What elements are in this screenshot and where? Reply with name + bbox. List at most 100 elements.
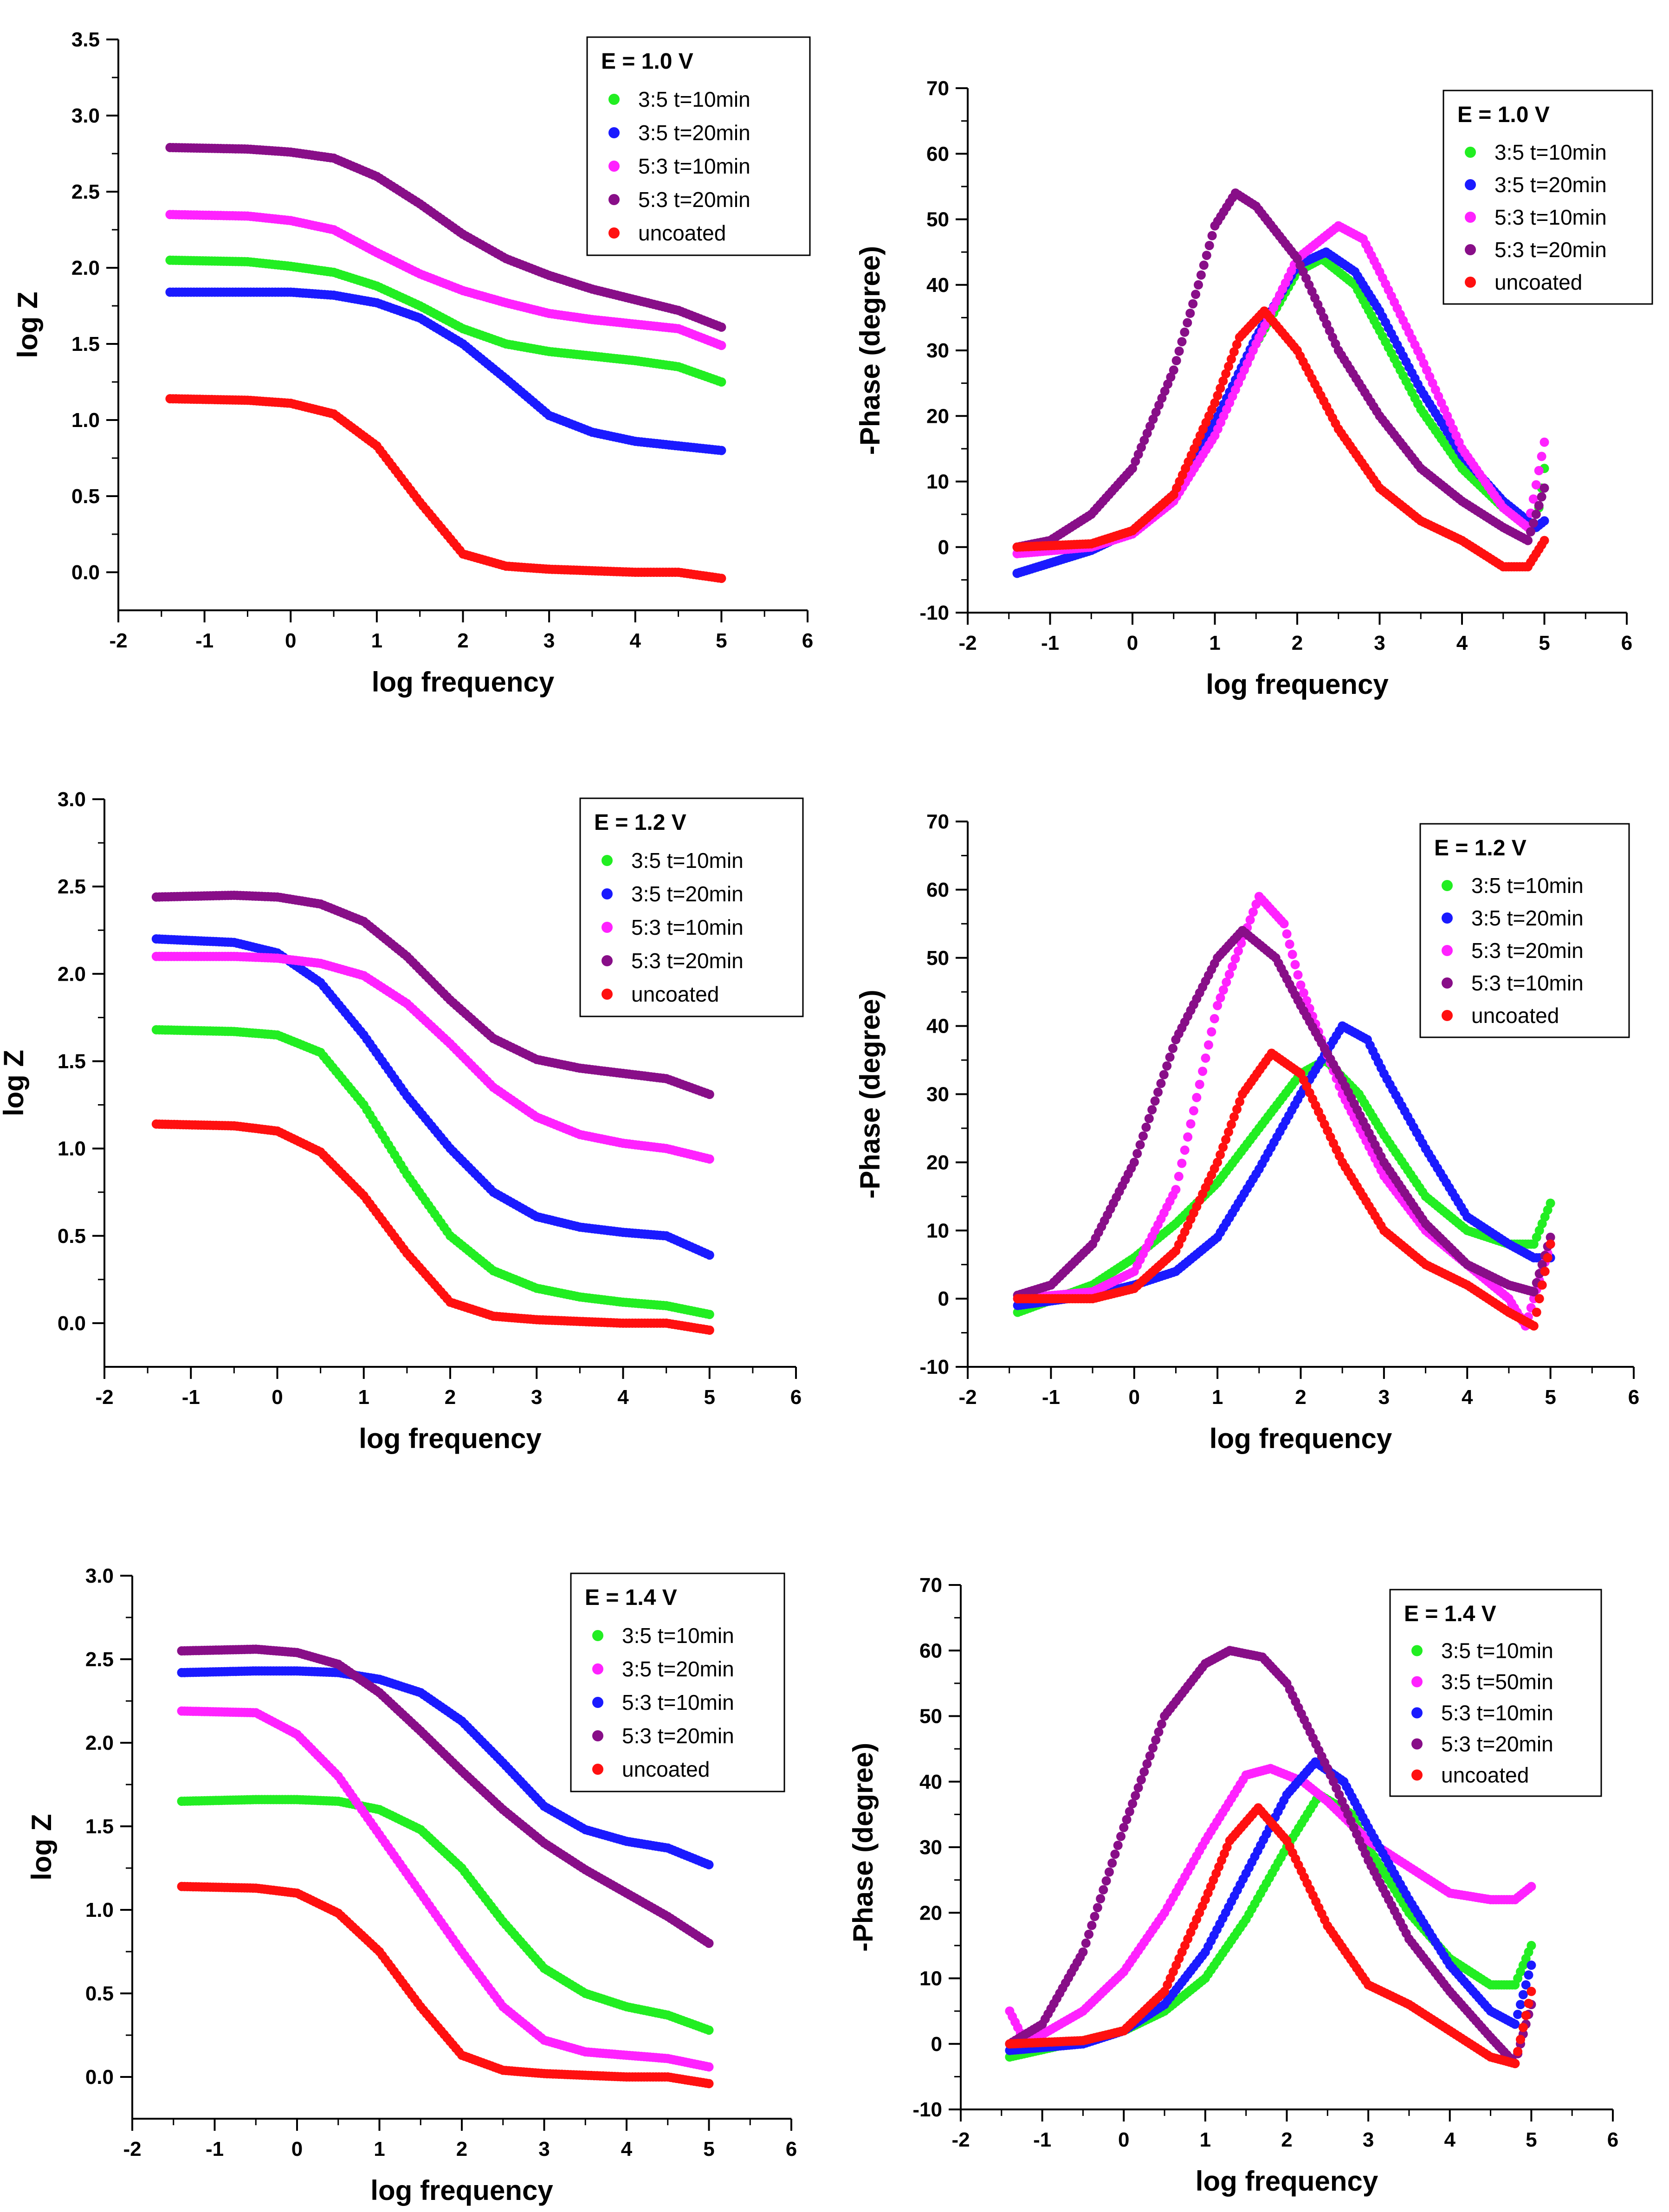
series-3-5-t-10min (165, 255, 726, 387)
data-point (1287, 950, 1297, 959)
legend-title: E = 1.2 V (594, 810, 686, 835)
data-point (1199, 260, 1209, 270)
legend-label: uncoated (638, 221, 726, 245)
data-point (1196, 270, 1206, 280)
data-point (1216, 383, 1225, 393)
data-point (1198, 1067, 1208, 1076)
legend-label: 3:5 t=10min (631, 848, 744, 873)
data-point (1171, 356, 1181, 365)
data-point (1224, 970, 1234, 979)
data-point (1216, 1150, 1225, 1160)
legend-marker (1465, 244, 1476, 255)
data-point (1540, 483, 1549, 493)
y-tick-label: 0.0 (85, 2066, 114, 2089)
legend-label: 5:3 t=10min (1471, 971, 1584, 995)
y-tick-label: -10 (912, 2098, 942, 2121)
data-point (1201, 1053, 1210, 1063)
data-point (705, 1326, 714, 1335)
y-tick-label: 0.0 (71, 561, 100, 584)
data-point (717, 574, 726, 583)
legend-label: 5:3 t=10min (638, 154, 750, 178)
data-point (1213, 1158, 1223, 1167)
legend-box (1443, 90, 1653, 305)
data-point (1224, 1127, 1233, 1137)
y-tick-label: 0 (938, 536, 949, 559)
data-point (1523, 536, 1533, 545)
data-point (704, 2025, 714, 2035)
legend-label: 3:5 t=20min (631, 882, 744, 906)
y-tick-label: -10 (919, 602, 949, 624)
y-tick-label: 70 (926, 810, 949, 833)
data-point (1157, 393, 1167, 403)
legend-label: uncoated (1494, 270, 1582, 294)
x-tick-label: -1 (182, 1386, 200, 1409)
data-point (1207, 1027, 1216, 1037)
y-tick-label: 3.0 (85, 1565, 114, 1587)
y-tick-label: 50 (919, 1705, 942, 1728)
data-point (705, 1310, 714, 1319)
x-tick-label: 2 (1292, 632, 1303, 654)
legend-marker (592, 1630, 603, 1641)
data-point (1183, 1132, 1193, 1142)
x-tick-label: 2 (457, 629, 468, 652)
legend-title: E = 1.0 V (1457, 103, 1550, 127)
y-tick-label: -10 (919, 1356, 949, 1378)
data-point (1144, 1114, 1154, 1123)
y-tick-label: 30 (919, 1836, 942, 1859)
y-axis-title: log Z (12, 291, 43, 358)
data-point (1282, 929, 1292, 939)
x-tick-label: 2 (456, 2138, 467, 2160)
data-point (1218, 376, 1228, 386)
data-point (1529, 1321, 1539, 1331)
y-tick-label: 0 (931, 2033, 942, 2056)
legend-marker (608, 94, 620, 105)
series-uncoated (1013, 1048, 1555, 1331)
y-tick-label: 60 (919, 1639, 942, 1662)
x-tick-label: 2 (1295, 1386, 1306, 1409)
data-point (1546, 1239, 1555, 1249)
data-point (1154, 401, 1164, 410)
legend-label: 5:3 t=10min (1494, 205, 1607, 229)
legend-marker (592, 1697, 603, 1708)
y-tick-label: 60 (926, 879, 949, 901)
data-point (1153, 1087, 1163, 1097)
x-tick-label: 4 (1456, 632, 1468, 654)
y-tick-label: 1.5 (58, 1050, 86, 1073)
x-tick-label: 6 (786, 2138, 797, 2160)
data-point (1188, 299, 1198, 309)
x-tick-label: 1 (358, 1386, 369, 1409)
legend-marker (602, 922, 613, 933)
legend-box (586, 36, 811, 256)
data-point (1159, 1070, 1169, 1080)
y-tick-label: 1.0 (85, 1899, 114, 1921)
data-point (705, 1090, 714, 1099)
data-point (1531, 480, 1541, 490)
data-point (1224, 362, 1234, 371)
data-point (1129, 1158, 1139, 1167)
data-point (1218, 985, 1228, 995)
data-point (1228, 962, 1237, 971)
legend-marker (1442, 880, 1453, 891)
legend-marker (592, 1663, 603, 1675)
y-tick-label: 0 (938, 1287, 949, 1310)
data-point (1227, 1119, 1236, 1129)
legend-label: 5:3 t=10min (622, 1690, 734, 1714)
data-point (1145, 421, 1155, 431)
legend-marker (608, 161, 620, 172)
x-tick-label: 2 (1281, 2128, 1292, 2151)
x-tick-label: 1 (1212, 1386, 1223, 1409)
x-tick-label: 0 (1127, 632, 1138, 654)
data-point (1139, 1131, 1148, 1141)
data-point (1540, 437, 1549, 447)
series-3-5-t-20min (177, 1706, 714, 2072)
data-point (1529, 1287, 1539, 1297)
data-point (1195, 1080, 1204, 1089)
data-point (1290, 960, 1300, 970)
data-point (1245, 915, 1255, 925)
y-tick-label: 70 (919, 1574, 942, 1597)
x-axis-title: log frequency (1210, 1423, 1392, 1454)
data-point (1177, 1158, 1187, 1168)
data-point (1534, 466, 1544, 475)
legend-box (570, 1572, 785, 1792)
